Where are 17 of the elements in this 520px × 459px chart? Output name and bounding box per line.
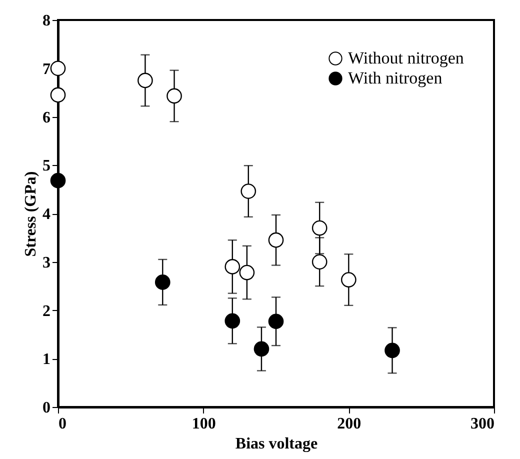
y-tick-label: 0 [42,400,50,416]
x-tick-label: 200 [337,416,362,432]
x-axis-title: Bias voltage [235,436,318,452]
y-tick-label: 2 [42,302,50,320]
legend-label: With nitrogen [348,68,443,88]
y-tick-label: 4 [42,206,50,223]
x-tick-label: 0 [58,416,66,432]
x-tick-label: 300 [470,416,494,432]
y-axis-title: Stress (GPa) [22,171,40,257]
y-tick-label: 5 [42,158,50,175]
y-tick-label: 7 [42,60,50,78]
y-tick-label: 6 [42,109,50,126]
x-tick-label: 100 [192,416,216,432]
y-tick-label: 3 [42,254,50,272]
y-tick-label: 1 [42,351,50,368]
y-tick-label: 8 [42,12,50,30]
legend-label: Without nitrogen [348,48,464,68]
